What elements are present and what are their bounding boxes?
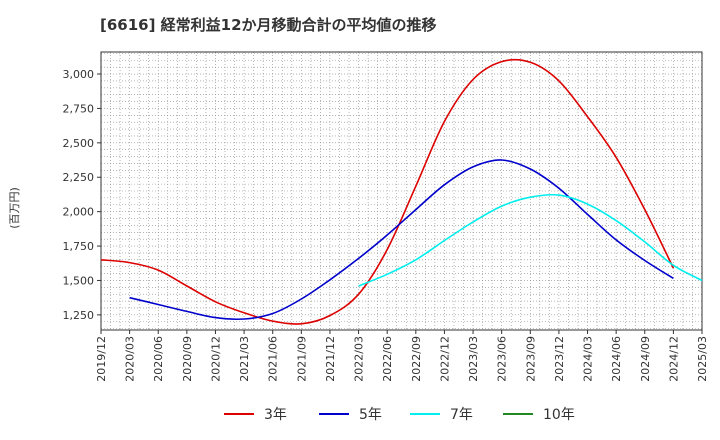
y-tick-label: 2,250 [63,171,95,184]
y-tick-label: 2,000 [63,206,95,219]
y-tick-label: 3,000 [63,68,95,81]
x-tick-label: 2023/03 [467,336,480,382]
x-tick-label: 2022/03 [353,336,366,382]
x-tick-label: 2022/06 [381,336,394,382]
x-tick-label: 2023/06 [496,336,509,382]
series-line-1 [100,58,675,325]
x-tick-label: 2019/12 [95,336,108,382]
x-tick-label: 2023/12 [553,336,566,382]
x-tick-label: 2021/12 [324,336,337,382]
legend-label-1: 3年 [264,407,287,423]
x-tick-label: 2025/03 [696,336,709,382]
plot-frame [100,51,703,331]
y-tick-label: 1,500 [63,274,95,287]
legend-label-2: 5年 [359,407,382,423]
x-tick-label: 2020/03 [124,336,137,382]
x-tick-label: 2020/12 [209,336,222,382]
chart-title: [6616] 経常利益12か月移動合計の平均値の推移 [100,16,437,34]
x-tick-label: 2022/12 [438,336,451,382]
legend-label-3: 7年 [450,407,473,423]
x-tick-label: 2024/09 [639,336,652,382]
x-tick-label: 2021/09 [295,336,308,382]
y-tick-label: 2,750 [63,102,95,115]
series-line-3 [358,193,703,287]
x-tick-label: 2024/12 [667,336,680,382]
x-tick-label: 2020/06 [152,336,165,382]
x-tick-label: 2020/09 [181,336,194,382]
y-tick-label: 2,500 [63,137,95,150]
x-tick-label: 2023/09 [524,336,537,382]
series-line-2 [129,159,674,321]
x-tick-label: 2021/06 [267,336,280,382]
y-tick-label: 1,750 [63,240,95,253]
x-tick-label: 2022/09 [410,336,423,382]
y-tick-label: 1,250 [63,309,95,322]
legend-label-4: 10年 [543,407,575,423]
x-tick-label: 2021/03 [238,336,251,382]
y-axis-label: (百万円) [8,187,21,229]
x-tick-label: 2024/03 [582,336,595,382]
x-tick-label: 2024/06 [610,336,623,382]
